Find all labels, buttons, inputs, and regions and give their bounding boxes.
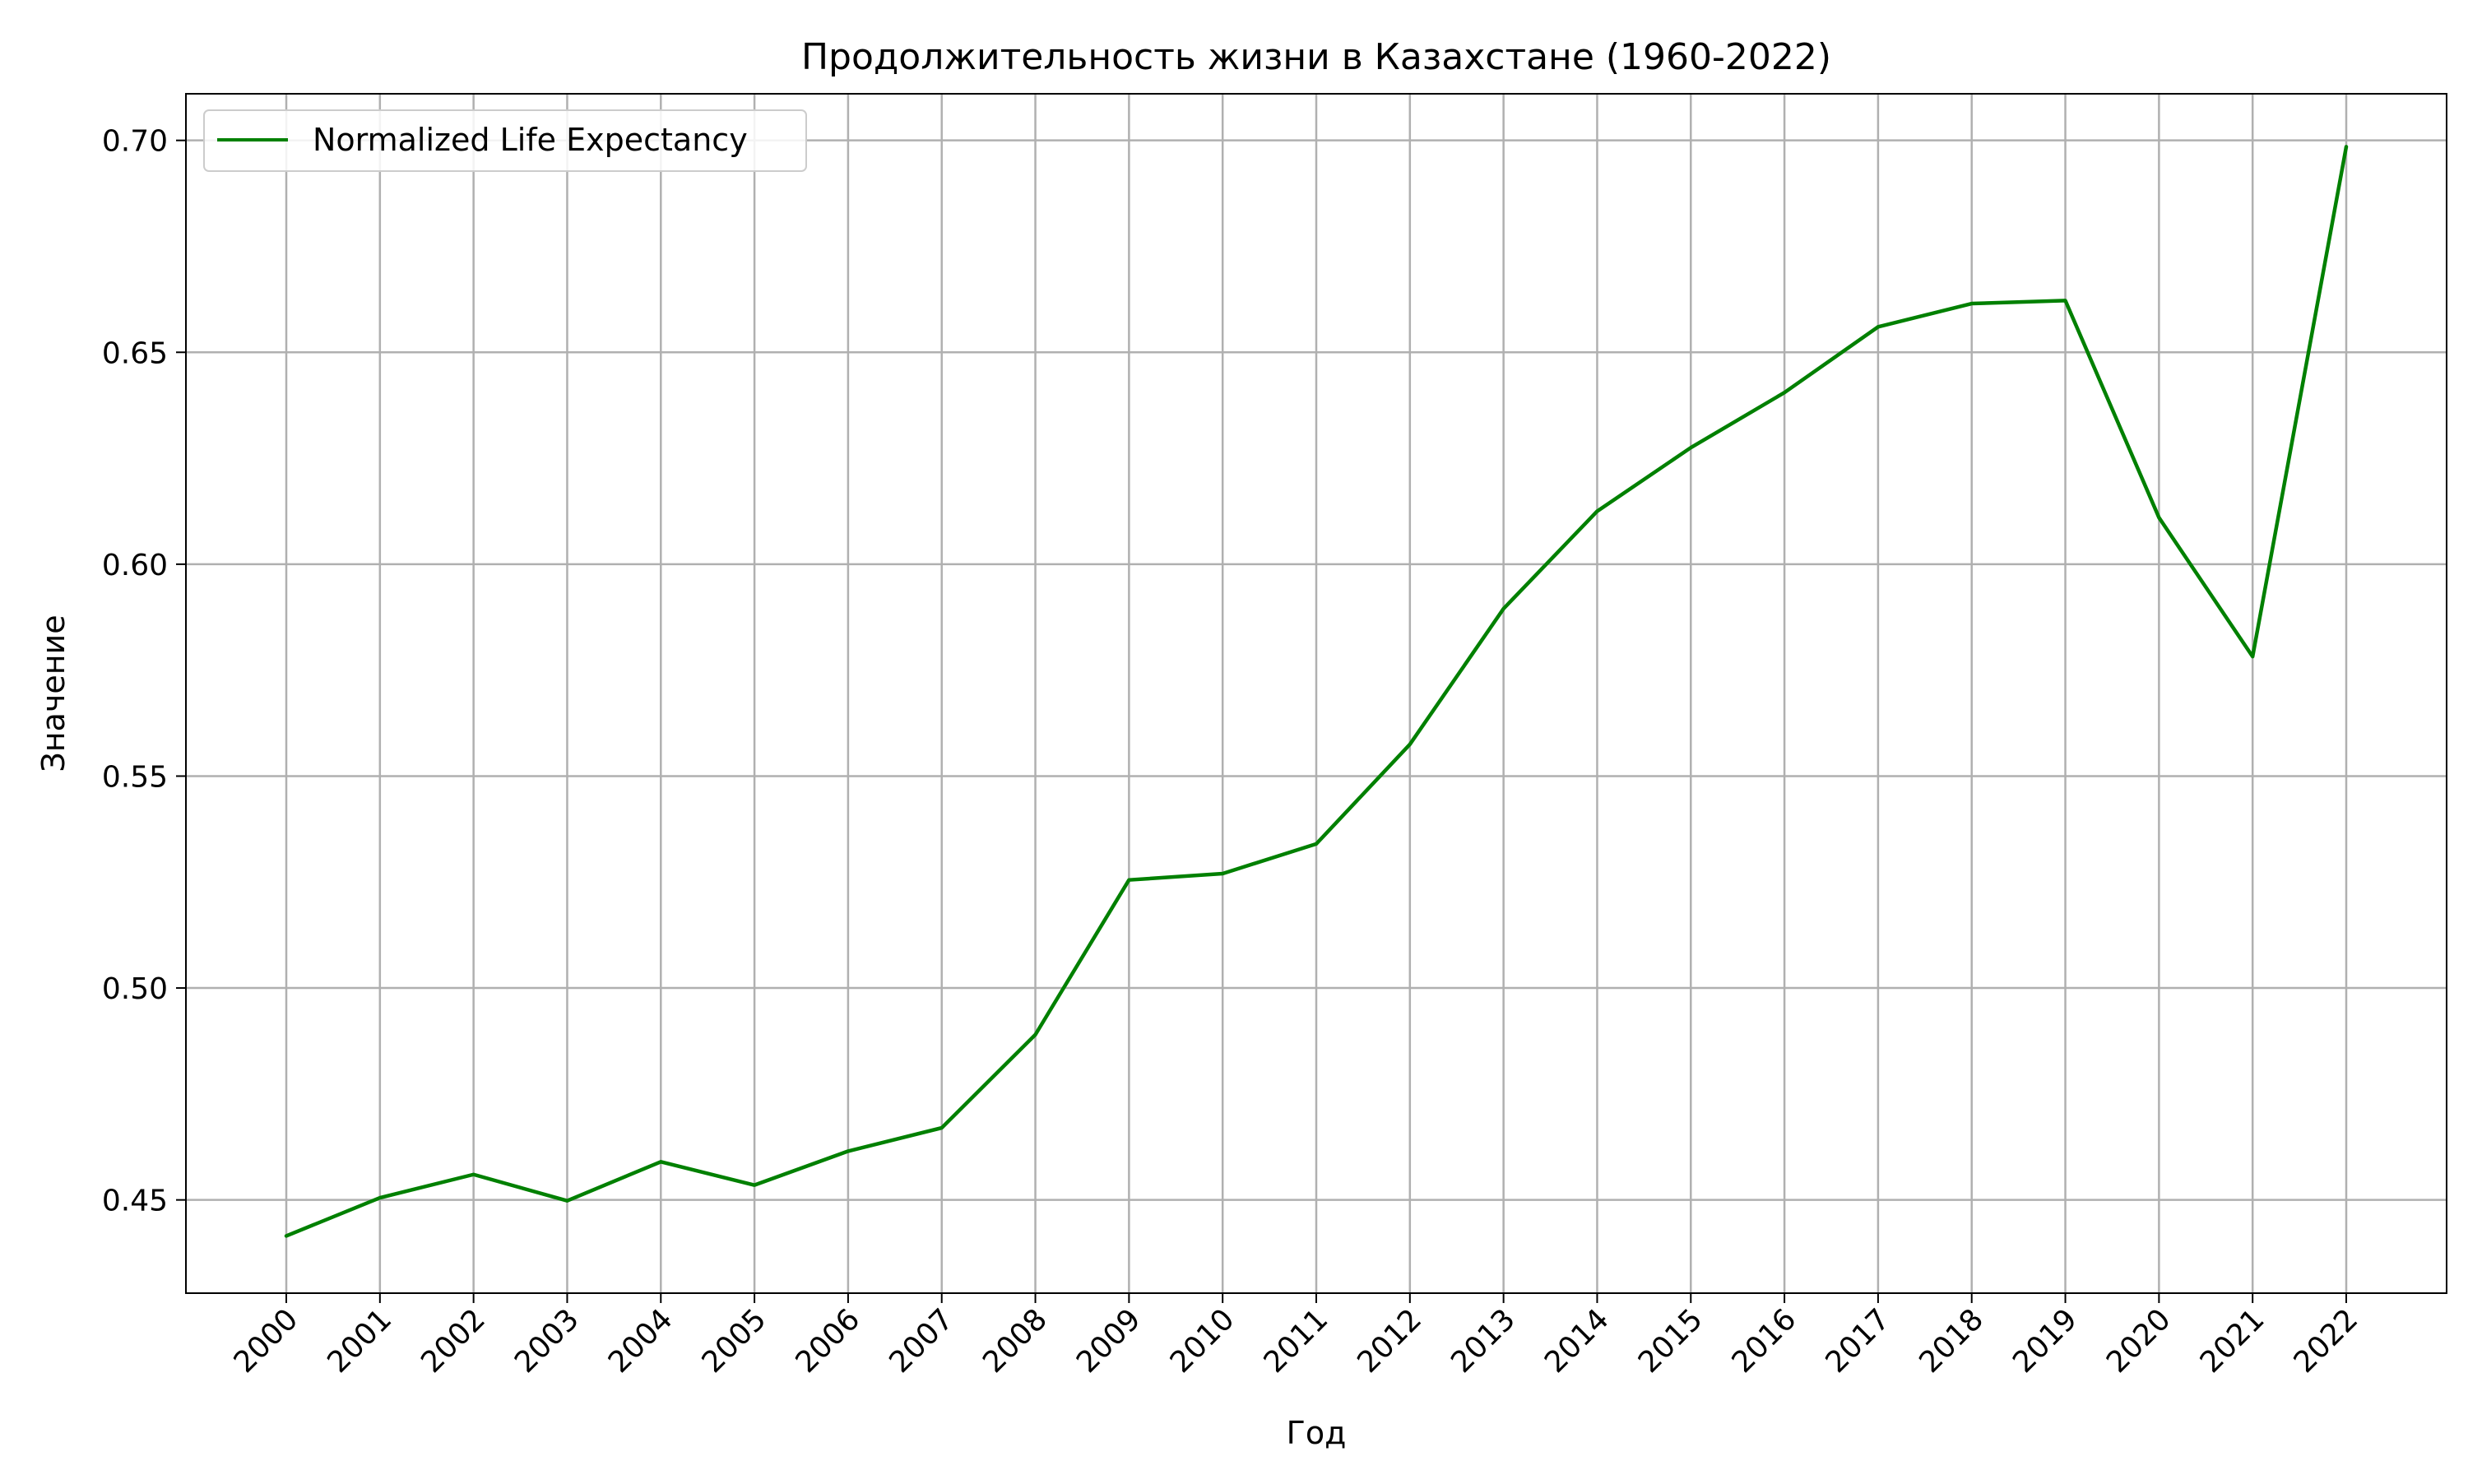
data-point (1314, 842, 1319, 846)
y-tick-label: 0.55 (102, 760, 168, 794)
data-point (1501, 606, 1506, 611)
data-point (1220, 871, 1225, 876)
data-point (1969, 301, 1974, 306)
data-point (1033, 1032, 1038, 1037)
x-tick-label: 2000 (228, 1302, 305, 1380)
data-point (378, 1195, 383, 1200)
data-point (1126, 878, 1131, 883)
data-point (2063, 298, 2068, 303)
data-point (1876, 324, 1881, 329)
series-layer (284, 144, 2349, 1238)
x-tick-label: 2011 (1258, 1302, 1335, 1380)
data-point (2156, 515, 2161, 520)
legend: Normalized Life Expectancy (203, 109, 807, 172)
y-tick-label: 0.50 (102, 972, 168, 1006)
x-tick-label: 2022 (2288, 1302, 2365, 1380)
x-axis-ticks: 2000 2001 2002 2003 2004 2005 2006 2007 2008 2009… (228, 1293, 2365, 1380)
x-tick-label: 2012 (1351, 1302, 1428, 1380)
data-point (939, 1125, 944, 1130)
x-tick-label: 2007 (883, 1302, 960, 1380)
legend-box (203, 109, 807, 172)
x-axis-label: Год (1287, 1415, 1347, 1451)
grid-lines (186, 94, 2447, 1293)
data-point (1782, 390, 1787, 395)
x-tick-label: 2004 (602, 1302, 680, 1380)
x-tick-label: 2015 (1632, 1302, 1710, 1380)
y-axis-ticks: 0.45 0.50 0.55 0.60 0.65 0.70 (102, 125, 186, 1218)
chart-title: Продолжительность жизни в Казахстане (19… (801, 36, 1831, 78)
x-tick-label: 2009 (1070, 1302, 1148, 1380)
series-line (284, 145, 2349, 1238)
x-tick-label: 2017 (1819, 1302, 1896, 1380)
data-point (2250, 654, 2255, 659)
data-point (1408, 742, 1413, 747)
legend-label: Normalized Life Expectancy (313, 122, 748, 158)
y-axis-label: Значение (35, 614, 72, 772)
data-point (846, 1148, 851, 1153)
x-tick-label: 2014 (1538, 1302, 1616, 1380)
data-point (752, 1183, 757, 1188)
x-tick-label: 2010 (1164, 1302, 1241, 1380)
data-point (284, 1233, 289, 1238)
y-tick-label: 0.65 (102, 336, 168, 370)
x-tick-label: 2021 (2194, 1302, 2271, 1380)
x-tick-label: 2008 (977, 1302, 1054, 1380)
x-tick-label: 2003 (508, 1302, 586, 1380)
x-tick-label: 2002 (415, 1302, 492, 1380)
x-tick-label: 2018 (1913, 1302, 1990, 1380)
y-tick-label: 0.70 (102, 125, 168, 159)
x-tick-label: 2006 (789, 1302, 866, 1380)
x-tick-label: 2019 (2006, 1302, 2084, 1380)
data-point (1594, 508, 1599, 513)
data-point (471, 1172, 476, 1177)
x-tick-label: 2001 (321, 1302, 398, 1380)
x-tick-label: 2005 (696, 1302, 773, 1380)
x-tick-label: 2020 (2100, 1302, 2178, 1380)
data-point (658, 1159, 663, 1164)
data-point (564, 1199, 569, 1203)
data-point (2344, 144, 2349, 149)
y-tick-label: 0.45 (102, 1185, 168, 1218)
x-tick-label: 2016 (1726, 1302, 1803, 1380)
x-tick-label: 2013 (1445, 1302, 1522, 1380)
data-point (1688, 445, 1693, 450)
y-tick-label: 0.60 (102, 549, 168, 582)
